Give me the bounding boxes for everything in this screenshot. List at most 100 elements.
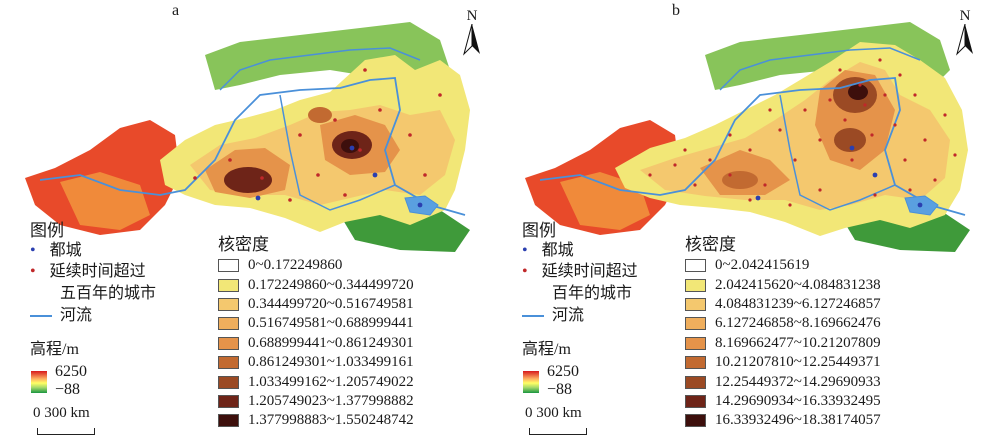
- density-swatch: [218, 394, 239, 408]
- legend-river: 河流: [30, 306, 92, 326]
- kernel-density-map-a: [25, 22, 470, 252]
- density-swatch: [685, 375, 706, 389]
- density-class: 0~2.042415619: [685, 256, 881, 275]
- capital-icon: •: [522, 242, 528, 259]
- legend-capital: • 都城: [522, 241, 574, 261]
- north-arrow-icon: [956, 23, 973, 56]
- north-arrow-icon: [463, 23, 480, 56]
- density-range: 0.172249860~0.344499720: [248, 276, 414, 293]
- density-range: 1.377998883~1.550248742: [248, 412, 414, 429]
- density-range: 0~2.042415619: [715, 257, 810, 274]
- city-icon: •: [30, 263, 36, 280]
- kernel-density-map-b: [525, 22, 970, 252]
- elevation-terrain-highland: [60, 172, 150, 230]
- density-range: 2.042415620~4.084831238: [715, 276, 881, 293]
- density-range: 0.516749581~0.688999441: [248, 315, 414, 332]
- legend-title: 图例: [522, 221, 556, 240]
- elevation-max: 6250: [547, 363, 579, 380]
- density-swatch: [218, 414, 239, 428]
- north-arrow: N: [945, 8, 985, 61]
- density-range: 0.861249301~1.033499161: [248, 354, 414, 371]
- density-core-north: [848, 84, 868, 100]
- city-points: [193, 68, 442, 202]
- density-swatch: [218, 336, 239, 350]
- legend-capital-label: 都城: [541, 242, 574, 259]
- legend-elevation-title: 高程/m: [522, 341, 571, 358]
- density-title: 核密度: [685, 235, 736, 254]
- legend-elevation-title: 高程/m: [30, 341, 79, 358]
- density-swatch: [685, 259, 706, 273]
- density-swatch: [685, 317, 706, 331]
- density-swatch: [218, 356, 239, 370]
- river-yellow: [539, 77, 966, 216]
- legend-city: • 延续时间超过: [522, 262, 638, 282]
- river-icon: [30, 315, 52, 318]
- density-swatch: [685, 278, 706, 292]
- density-swatch: [218, 278, 239, 292]
- elevation-min: −88: [55, 381, 81, 398]
- elevation-max: 6250: [55, 363, 87, 380]
- density-swatch: [685, 394, 706, 408]
- elevation-ramp: [523, 371, 539, 393]
- scale-bar: [37, 428, 95, 435]
- density-range: 8.169662477~10.21207809: [715, 334, 881, 351]
- density-class: 2.042415620~4.084831238: [685, 275, 881, 294]
- city-points: [648, 58, 957, 207]
- legend-city-label-1: 延续时间超过: [49, 263, 146, 280]
- capital-icon: •: [30, 242, 36, 259]
- density-range: 14.29690934~16.33932495: [715, 392, 881, 409]
- map-panel-a: a N 图例 • 都城 • 延续时间超过 五百年的城市 河流 高程/m 6250…: [25, 2, 480, 435]
- legend-city: • 延续时间超过: [30, 262, 146, 282]
- north-label: N: [959, 8, 971, 24]
- density-swatch: [685, 336, 706, 350]
- density-range: 1.205749023~1.377998882: [248, 392, 414, 409]
- scale-bar: [529, 428, 587, 435]
- elevation-ramp: [31, 371, 47, 393]
- density-class: 1.377998883~1.550248742: [218, 411, 414, 430]
- legend-city-label-2: 百年的城市: [552, 285, 633, 302]
- density-class: 0.688999441~0.861249301: [218, 334, 414, 353]
- scale-label: 0 300 km: [33, 405, 90, 421]
- density-class: 10.21207810~12.25449371: [685, 353, 881, 372]
- density-swatch: [685, 297, 706, 311]
- legend-capital-label: 都城: [49, 242, 82, 259]
- density-class: 0.861249301~1.033499161: [218, 353, 414, 372]
- river-northern: [719, 47, 921, 91]
- map-panel-b: b N 图例 • 都城 • 延续时间超过 百年的城市 河流 高程/m 6250 …: [500, 0, 1000, 445]
- density-swatch: [685, 356, 706, 370]
- density-class: 6.127246858~8.169662476: [685, 314, 881, 333]
- river-northern: [219, 47, 421, 91]
- legend-river: 河流: [522, 306, 584, 326]
- elevation-terrain-south: [340, 205, 470, 252]
- density-class: 8.169662477~10.21207809: [685, 334, 881, 353]
- density-legend: 核密度 0~2.042415619 2.042415620~4.08483123…: [685, 234, 881, 431]
- density-title: 核密度: [218, 235, 269, 254]
- density-class: 1.033499162~1.205749022: [218, 372, 414, 391]
- capital-points: [755, 145, 923, 208]
- north-label: N: [466, 8, 478, 24]
- capital-points: [255, 145, 423, 208]
- density-class: 0.516749581~0.688999441: [218, 314, 414, 333]
- density-class: 4.084831239~6.127246857: [685, 295, 881, 314]
- density-range: 1.033499162~1.205749022: [248, 373, 414, 390]
- legend-city-label-1: 延续时间超过: [541, 263, 638, 280]
- density-hotspot-west: [722, 171, 758, 189]
- city-icon: •: [522, 263, 528, 280]
- scale-label: 0 300 km: [525, 405, 582, 421]
- river-yellow: [39, 77, 466, 216]
- density-class: 1.205749023~1.377998882: [218, 392, 414, 411]
- density-class: 0~0.172249860: [218, 256, 414, 275]
- legend-capital: • 都城: [30, 241, 82, 261]
- density-secondary-north: [308, 107, 332, 123]
- legend-title: 图例: [30, 221, 64, 240]
- river-tributary: [279, 94, 396, 211]
- density-class: 16.33932496~18.38174057: [685, 411, 881, 430]
- density-swatch: [218, 297, 239, 311]
- density-range: 12.25449372~14.29690933: [715, 373, 881, 390]
- density-hotspot-west: [224, 167, 272, 193]
- river-icon: [522, 315, 544, 318]
- panel-letter: a: [172, 2, 180, 19]
- density-class: 12.25449372~14.29690933: [685, 372, 881, 391]
- river-tributary: [779, 94, 896, 211]
- density-range: 6.127246858~8.169662476: [715, 315, 881, 332]
